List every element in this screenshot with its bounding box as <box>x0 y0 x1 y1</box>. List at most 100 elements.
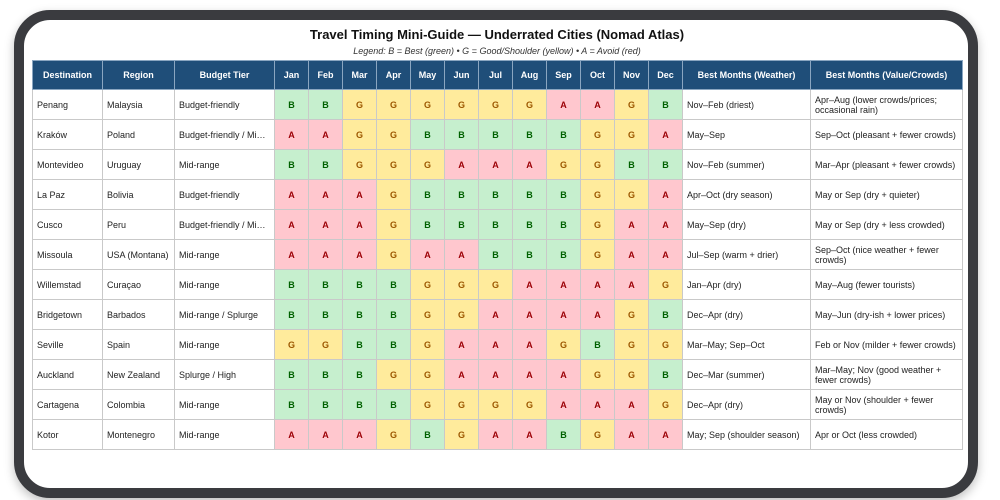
month-rating-cell: A <box>546 89 581 120</box>
text-cell: Peru <box>102 209 175 240</box>
best-months-cell: May or Sep (dry + quieter) <box>810 179 963 210</box>
timing-table: Destination Region Budget Tier Jan Feb Mar Apr… <box>32 60 963 450</box>
column-header: Jan <box>274 60 309 90</box>
text-cell: Mid-range <box>174 239 275 270</box>
text-cell: Malaysia <box>102 89 175 120</box>
month-rating-cell: G <box>648 269 683 300</box>
month-rating-cell: B <box>410 179 445 210</box>
month-rating-cell: A <box>512 269 547 300</box>
month-rating-cell: B <box>376 269 411 300</box>
best-months-cell: May–Jun (dry-ish + lower prices) <box>810 299 963 330</box>
best-months-cell: Apr–Oct (dry season) <box>682 179 811 210</box>
month-rating-cell: A <box>410 239 445 270</box>
text-cell: Montevideo <box>32 149 103 180</box>
month-rating-cell: G <box>444 389 479 420</box>
month-rating-cell: B <box>512 179 547 210</box>
month-rating-cell: G <box>410 89 445 120</box>
month-rating-cell: G <box>444 89 479 120</box>
month-rating-cell: G <box>376 359 411 390</box>
month-rating-cell: G <box>614 89 649 120</box>
table-row: Auckland New Zealand Splurge / High B B B G G A A… <box>32 359 963 390</box>
month-rating-cell: B <box>580 329 615 360</box>
month-rating-cell: A <box>648 179 683 210</box>
month-rating-cell: G <box>274 329 309 360</box>
text-cell: Mid-range <box>174 419 275 450</box>
table-row: Kotor Montenegro Mid-range A A A G B G A A B G A A May;… <box>32 419 963 450</box>
month-rating-cell: B <box>376 389 411 420</box>
month-rating-cell: G <box>648 389 683 420</box>
text-cell: Montenegro <box>102 419 175 450</box>
best-months-cell: Apr or Oct (less crowded) <box>810 419 963 450</box>
month-rating-cell: B <box>546 239 581 270</box>
month-rating-cell: B <box>546 209 581 240</box>
month-rating-cell: B <box>410 119 445 150</box>
text-cell: Colombia <box>102 389 175 420</box>
month-rating-cell: A <box>478 359 513 390</box>
month-rating-cell: G <box>376 209 411 240</box>
best-months-cell: May or Nov (shoulder + fewer crowds) <box>810 389 963 420</box>
month-rating-cell: A <box>512 299 547 330</box>
month-rating-cell: B <box>512 119 547 150</box>
best-months-cell: Dec–Apr (dry) <box>682 389 811 420</box>
month-rating-cell: A <box>648 119 683 150</box>
month-rating-cell: B <box>546 119 581 150</box>
month-rating-cell: G <box>580 419 615 450</box>
month-rating-cell: B <box>274 149 309 180</box>
column-header: Feb <box>308 60 343 90</box>
month-rating-cell: A <box>444 149 479 180</box>
month-rating-cell: G <box>580 149 615 180</box>
text-cell: Barbados <box>102 299 175 330</box>
text-cell: Mid-range <box>174 269 275 300</box>
month-rating-cell: A <box>478 149 513 180</box>
month-rating-cell: B <box>648 299 683 330</box>
best-months-cell: Dec–Apr (dry) <box>682 299 811 330</box>
month-rating-cell: G <box>342 149 377 180</box>
month-rating-cell: G <box>444 299 479 330</box>
month-rating-cell: B <box>274 89 309 120</box>
text-cell: USA (Montana) <box>102 239 175 270</box>
text-cell: Cusco <box>32 209 103 240</box>
month-rating-cell: B <box>614 149 649 180</box>
month-rating-cell: A <box>614 389 649 420</box>
text-cell: Spain <box>102 329 175 360</box>
table-row: Willemstad Curaçao Mid-range B B B B G G G A A A A G Ja… <box>32 269 963 300</box>
header-row: Destination Region Budget Tier Jan Feb Mar Apr… <box>32 60 963 90</box>
month-rating-cell: B <box>444 119 479 150</box>
column-header: Dec <box>648 60 683 90</box>
month-rating-cell: B <box>478 179 513 210</box>
text-cell: Missoula <box>32 239 103 270</box>
month-rating-cell: B <box>410 209 445 240</box>
best-months-cell: Nov–Feb (summer) <box>682 149 811 180</box>
month-rating-cell: B <box>478 119 513 150</box>
month-rating-cell: A <box>648 239 683 270</box>
best-months-cell: May or Sep (dry + less crowded) <box>810 209 963 240</box>
best-months-cell: Jan–Apr (dry) <box>682 269 811 300</box>
table-row: Seville Spain Mid-range G G B B G A A A G B G G Mar–May… <box>32 329 963 360</box>
column-header: Nov <box>614 60 649 90</box>
month-rating-cell: A <box>342 239 377 270</box>
month-rating-cell: A <box>546 269 581 300</box>
best-months-cell: Mar–May; Nov (good weather + fewer crowd… <box>810 359 963 390</box>
month-rating-cell: A <box>580 269 615 300</box>
month-rating-cell: B <box>274 269 309 300</box>
month-rating-cell: G <box>376 89 411 120</box>
table-row: Penang Malaysia Budget-friendly B B G G G G G G A A G… <box>32 89 963 120</box>
text-cell: Auckland <box>32 359 103 390</box>
month-rating-cell: A <box>308 119 343 150</box>
month-rating-cell: B <box>410 419 445 450</box>
month-rating-cell: A <box>444 329 479 360</box>
month-rating-cell: B <box>546 419 581 450</box>
table-body: Penang Malaysia Budget-friendly B B G G G G G G A A G… <box>32 89 963 450</box>
column-header: Region <box>102 60 175 90</box>
best-months-cell: May–Aug (fewer tourists) <box>810 269 963 300</box>
month-rating-cell: B <box>376 329 411 360</box>
month-rating-cell: G <box>410 269 445 300</box>
month-rating-cell: A <box>512 419 547 450</box>
month-rating-cell: B <box>342 269 377 300</box>
month-rating-cell: A <box>444 359 479 390</box>
month-rating-cell: B <box>376 299 411 330</box>
month-rating-cell: G <box>342 89 377 120</box>
best-months-cell: May–Sep (dry) <box>682 209 811 240</box>
month-rating-cell: B <box>308 149 343 180</box>
